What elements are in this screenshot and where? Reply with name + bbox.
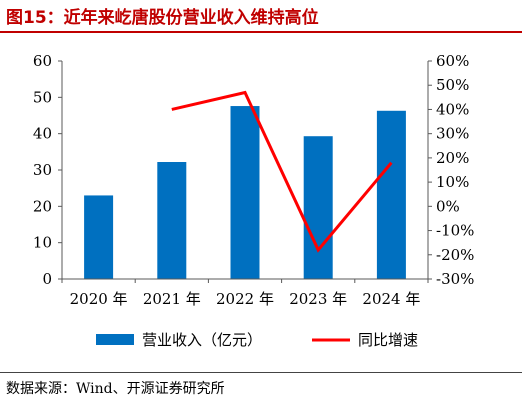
- x-tick-label: 2024 年: [362, 290, 420, 308]
- x-tick-label: 2020 年: [70, 290, 128, 308]
- right-tick-label: 20%: [436, 149, 469, 167]
- left-tick-label: 20: [33, 197, 52, 215]
- right-tick-label: -30%: [436, 270, 474, 288]
- x-tick-label: 2021 年: [143, 290, 201, 308]
- bar-1: [84, 195, 114, 279]
- source-note: 数据来源：Wind、开源证券研究所: [6, 381, 225, 397]
- bar-2: [157, 162, 187, 279]
- left-tick-label: 50: [33, 88, 52, 106]
- legend-line-label: 同比增速: [358, 331, 418, 349]
- right-tick-label: 50%: [436, 76, 469, 94]
- right-tick-label: -20%: [436, 246, 474, 264]
- bar-5: [376, 110, 406, 279]
- x-tick-label: 2023 年: [289, 290, 347, 308]
- right-tick-label: 30%: [436, 125, 469, 143]
- legend-bar-label: 营业收入（亿元）: [142, 331, 262, 349]
- legend-bar-swatch: [96, 334, 134, 345]
- left-tick-label: 10: [33, 234, 52, 252]
- left-tick-label: 30: [33, 161, 52, 179]
- right-tick-label: -10%: [436, 222, 474, 240]
- bar-3: [230, 106, 260, 279]
- bar-4: [303, 136, 333, 279]
- right-tick-label: 40%: [436, 100, 469, 118]
- left-tick-label: 0: [42, 270, 52, 288]
- title-rule: [0, 31, 522, 33]
- left-tick-label: 60: [33, 52, 52, 70]
- chart-title: 图15：近年来屹唐股份营业收入维持高位: [6, 8, 319, 28]
- right-tick-label: 10%: [436, 173, 469, 191]
- right-tick-label: 0%: [436, 197, 460, 215]
- chart-plot: 0 10 20 30 40 50 60 60% 50% 40% 30% 20% 10% 0% -10% -20…: [33, 52, 475, 349]
- right-tick-label: 60%: [436, 52, 469, 70]
- growth-rate-line: [171, 90, 393, 253]
- source-rule: [0, 372, 522, 373]
- x-tick-label: 2022 年: [216, 290, 274, 308]
- left-tick-label: 40: [33, 125, 52, 143]
